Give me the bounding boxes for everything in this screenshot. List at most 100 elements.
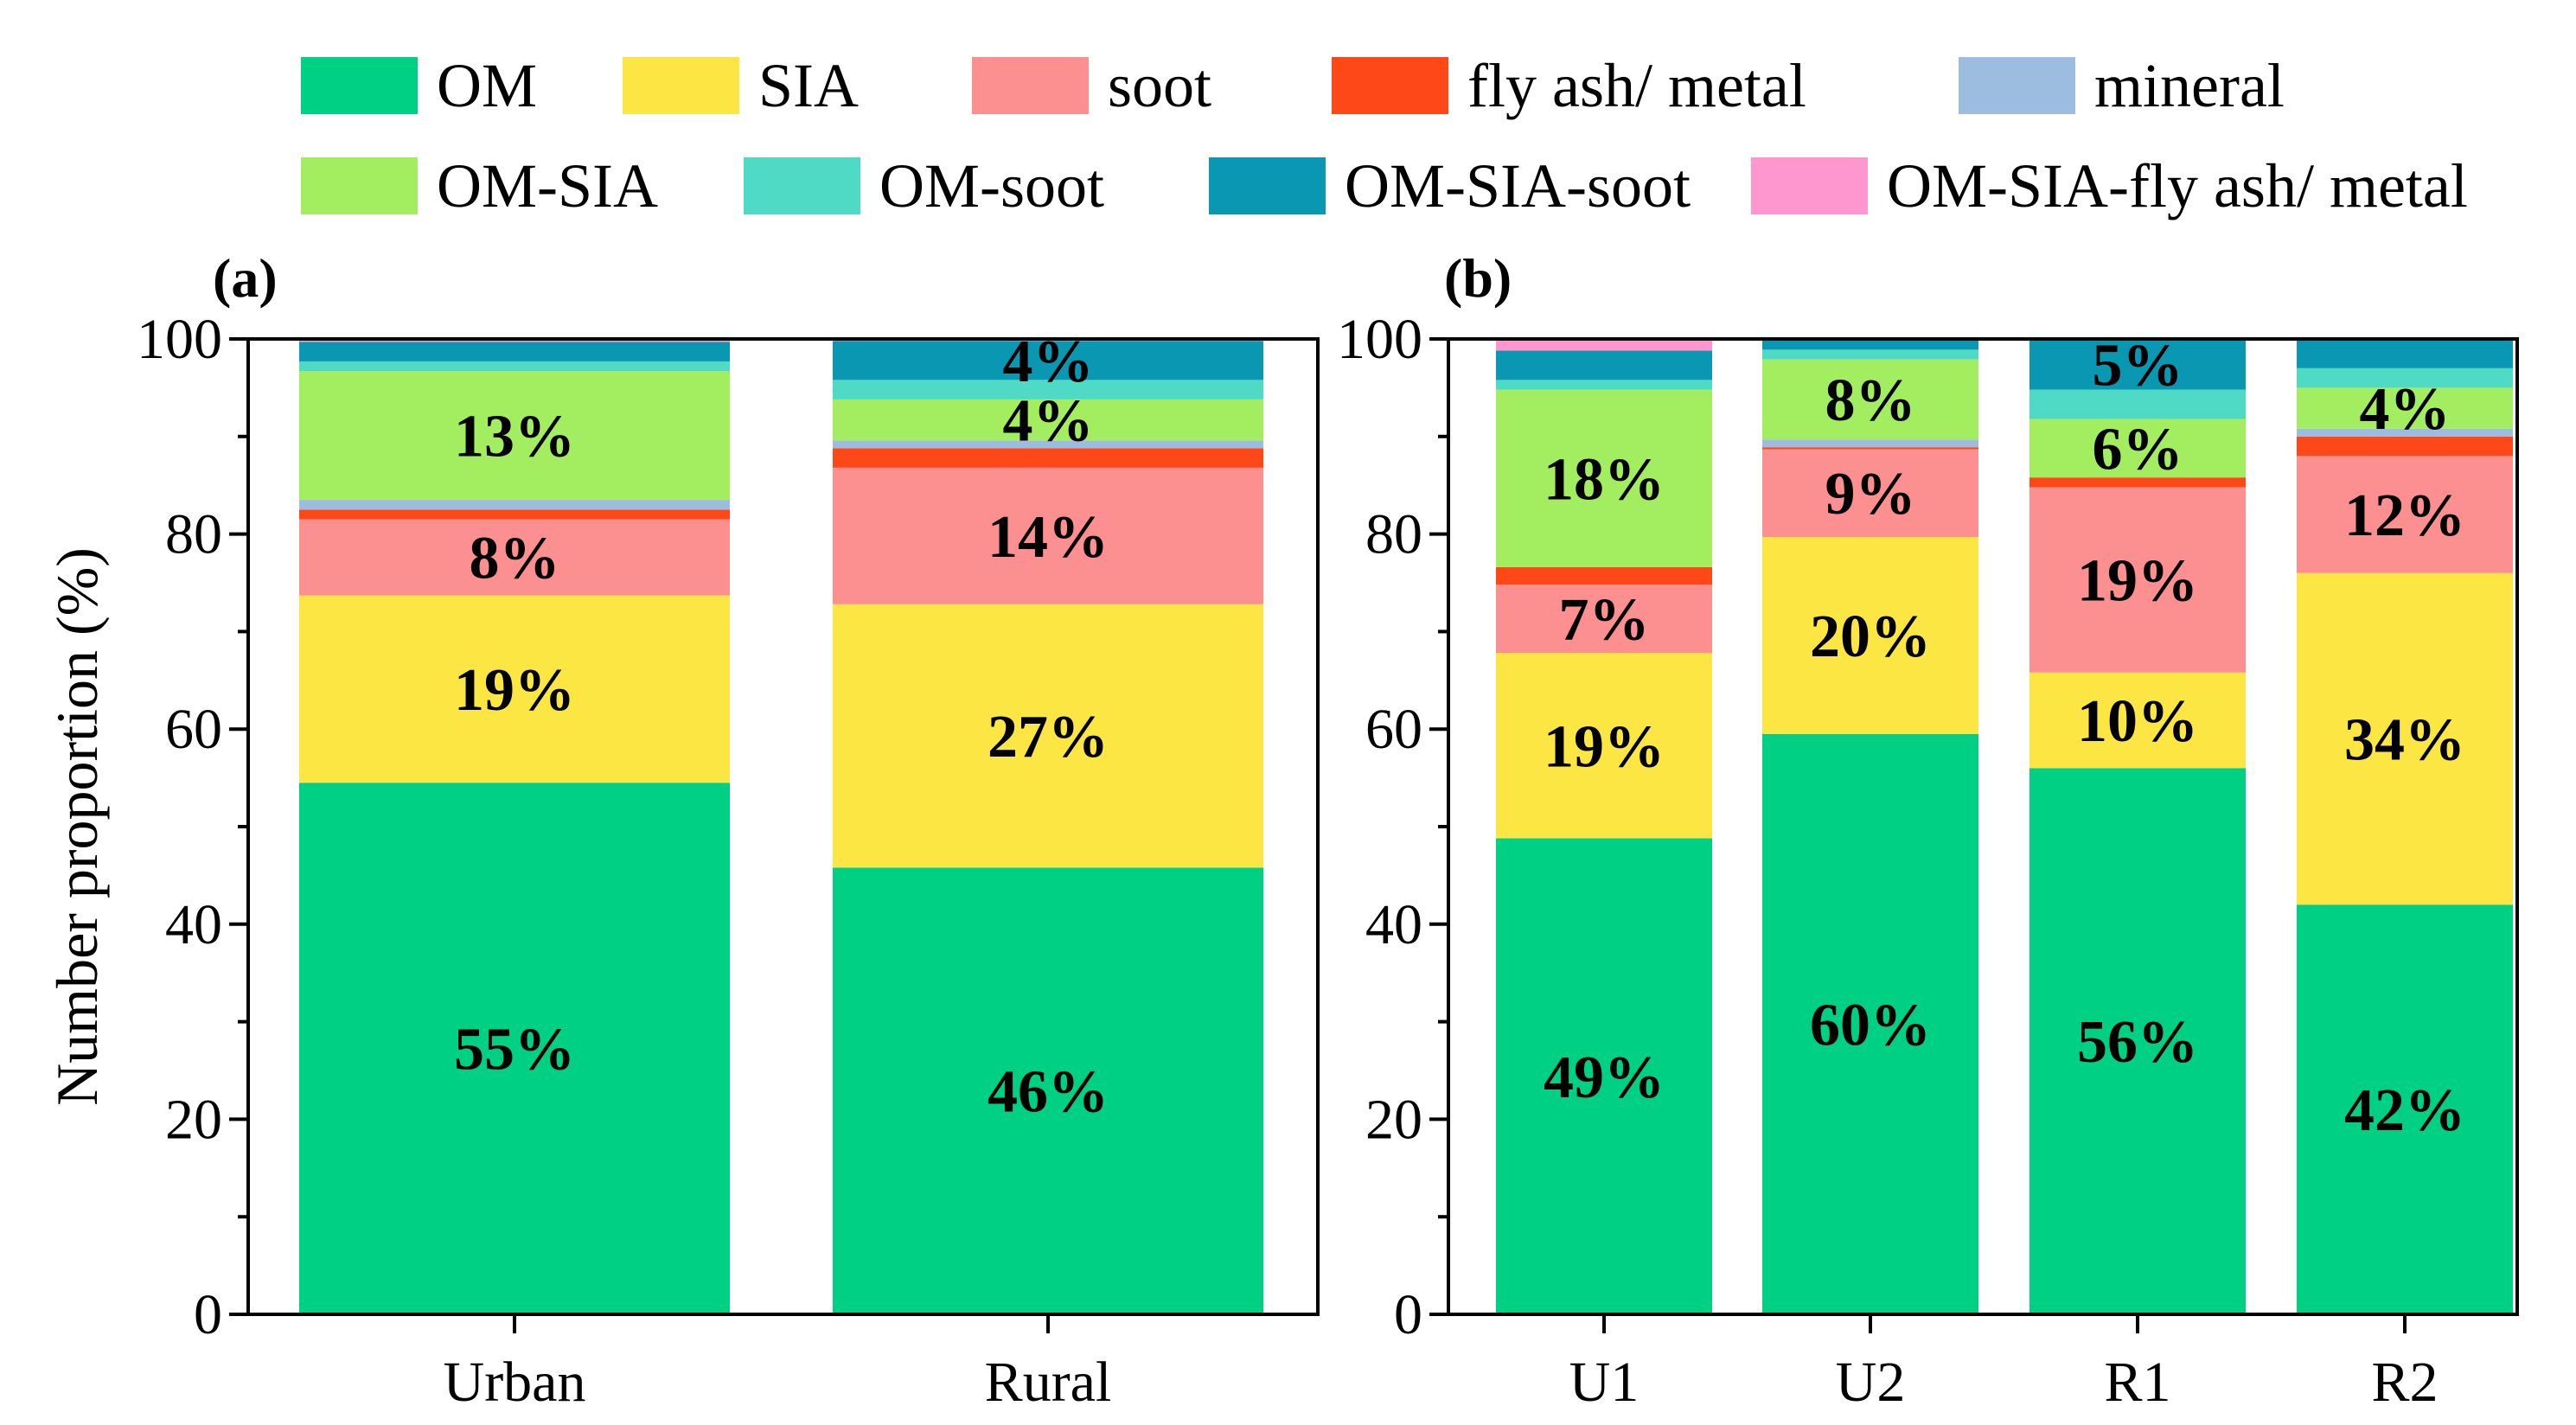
bars-panel-b <box>1496 339 2513 1314</box>
bar-segment-u2-fly-ash-metal <box>1762 447 1978 450</box>
bar-segment-u1-om-sia <box>1496 389 1712 567</box>
bar-segment-r2-om-soot <box>2297 367 2513 388</box>
x-tick-label-u1: U1 <box>1569 1351 1640 1414</box>
bar-segment-urban-om-sia-soot <box>299 342 730 361</box>
bar-segment-u1-om-sia-fly-ash-metal <box>1496 339 1712 351</box>
bar-segment-r1-soot <box>2029 487 2246 673</box>
y-tick-label-40: 40 <box>165 893 222 956</box>
data-labels-panel-a: 55%19%8%13%46%27%14%4%4% <box>454 329 1109 1126</box>
y-tick-label-20: 20 <box>1365 1088 1422 1151</box>
panel-a: 55%19%8%13%46%27%14%4%4%020406080100Urba… <box>44 247 1320 1414</box>
data-label-r2-sia: 34% <box>2344 706 2465 773</box>
legend-item-soot: soot <box>972 51 1211 120</box>
data-label-rural-om: 46% <box>988 1059 1109 1126</box>
data-label-rural-om-sia: 4% <box>1003 388 1094 455</box>
legend-item-om-soot: OM-soot <box>744 151 1104 220</box>
legend-label-fly-ash-metal: fly ash/ metal <box>1467 51 1806 120</box>
bar-segment-u2-om-soot <box>1762 349 1978 360</box>
data-labels-panel-b: 49% 19% 7% 18% 60% 20% 9% 8% 56% 10% 19% 6% 5% 42% 34%… <box>1544 332 2465 1144</box>
legend-item-om: OM <box>301 51 537 120</box>
legend-swatch-fly-ash-metal <box>1332 57 1448 114</box>
bar-segment-u2-mineral <box>1762 439 1978 448</box>
data-label-u1-sia: 19% <box>1544 713 1665 780</box>
legend-swatch-sia <box>623 57 739 114</box>
y-tick-label-100: 100 <box>1337 308 1422 371</box>
bar-segment-rural-sia <box>833 604 1263 868</box>
legend-item-sia: SIA <box>623 51 859 120</box>
bar-segment-urban-om <box>299 783 730 1314</box>
bar-segment-r1-sia <box>2029 672 2246 769</box>
bar-segment-r1-fly-ash-metal <box>2029 477 2246 488</box>
x-tick-label-r2: R2 <box>2371 1351 2438 1414</box>
y-tick-label-80: 80 <box>1365 503 1422 566</box>
data-label-r1-om-sia: 6% <box>2093 416 2183 482</box>
data-label-r2-soot: 12% <box>2344 482 2465 549</box>
legend-item-om-sia-soot: OM-SIA-soot <box>1209 151 1691 220</box>
legend-swatch-om <box>301 57 418 114</box>
bar-segment-r2-soot <box>2297 456 2513 573</box>
data-label-u2-om-sia: 8% <box>1825 367 1916 434</box>
bar-segment-r2-om <box>2297 904 2513 1314</box>
bar-segment-urban-sia <box>299 595 730 783</box>
y-tick-label-60: 60 <box>1365 698 1422 761</box>
legend-swatch-mineral <box>1959 57 2075 114</box>
data-label-u2-om: 60% <box>1810 992 1931 1058</box>
legend-swatch-soot <box>972 57 1089 114</box>
bar-segment-u1-soot <box>1496 585 1712 654</box>
bar-segment-r2-om-sia-soot <box>2297 339 2513 368</box>
bar-segment-rural-mineral <box>833 440 1263 449</box>
bar-segment-rural-om <box>833 867 1263 1314</box>
bar-segment-rural-om-sia-soot <box>833 341 1263 380</box>
bar-segment-r1-om-sia-soot <box>2029 339 2246 390</box>
bar-segment-u2-om-sia <box>1762 359 1978 440</box>
bar-segment-r1-om-soot <box>2029 389 2246 419</box>
data-label-r2-om-sia: 4% <box>2360 376 2451 443</box>
legend-label-sia: SIA <box>758 51 859 120</box>
data-label-urban-om-sia: 13% <box>454 404 575 470</box>
bar-segment-u2-sia <box>1762 536 1978 734</box>
bar-segment-r2-om-sia <box>2297 387 2513 429</box>
bar-segment-urban-om-sia <box>299 371 730 501</box>
y-tick-label-60: 60 <box>165 698 222 761</box>
x-axis-panel-b: U1 U2 R1 R2 <box>1569 1314 2439 1414</box>
data-label-u2-soot: 9% <box>1825 461 1916 527</box>
bar-segment-u2-om-sia-soot <box>1762 339 1978 350</box>
bar-segment-rural-om-sia <box>833 399 1263 441</box>
bar-segment-rural-fly-ash-metal <box>833 448 1263 468</box>
x-axis-panel-a: Urban Rural <box>444 1314 1112 1414</box>
x-tick-label-rural: Rural <box>985 1351 1112 1414</box>
legend-item-om-sia: OM-SIA <box>301 151 658 220</box>
bar-segment-urban-soot <box>299 519 730 596</box>
bar-segment-urban-om-soot <box>299 361 730 372</box>
bar-segment-u1-om-sia-soot <box>1496 350 1712 380</box>
bar-segment-u2-soot <box>1762 449 1978 537</box>
panel-label-a: (a) <box>213 247 278 309</box>
bar-segment-urban-fly-ash-metal <box>299 509 730 520</box>
bar-segment-u2-om <box>1762 733 1978 1314</box>
data-label-r1-om-sia-soot: 5% <box>2093 332 2183 399</box>
y-axis-panel-a: 0 20 40 60 80 100 <box>137 308 248 1346</box>
y-tick-label-80: 80 <box>165 503 222 566</box>
x-tick-label-r1: R1 <box>2104 1351 2170 1414</box>
data-label-u2-sia: 20% <box>1810 604 1931 670</box>
x-tick-label-u2: U2 <box>1836 1351 1906 1414</box>
legend-label-om-sia: OM-SIA <box>437 151 658 220</box>
y-tick-label-0: 0 <box>1394 1283 1422 1346</box>
bar-segment-r2-sia <box>2297 572 2513 905</box>
bar-segment-rural-om-soot <box>833 380 1263 399</box>
data-label-urban-sia: 19% <box>454 657 575 724</box>
legend-label-mineral: mineral <box>2094 51 2285 120</box>
legend-swatch-om-sia-fly-ash-metal <box>1751 157 1868 214</box>
legend-label-om-sia-fly-ash-metal: OM-SIA-fly ash/ metal <box>1887 151 2468 220</box>
data-label-r1-om: 56% <box>2077 1009 2198 1076</box>
legend-item-fly-ash-metal: fly ash/ metal <box>1332 51 1806 120</box>
bar-segment-u1-fly-ash-metal <box>1496 566 1712 585</box>
data-label-rural-soot: 14% <box>988 504 1109 571</box>
data-label-u1-om-sia: 18% <box>1544 446 1665 513</box>
legend-label-om-soot: OM-soot <box>879 151 1104 220</box>
data-label-urban-soot: 8% <box>470 526 560 592</box>
bar-segment-u1-sia <box>1496 653 1712 839</box>
bar-segment-r2-fly-ash-metal <box>2297 436 2513 457</box>
legend-item-mineral: mineral <box>1959 51 2285 120</box>
